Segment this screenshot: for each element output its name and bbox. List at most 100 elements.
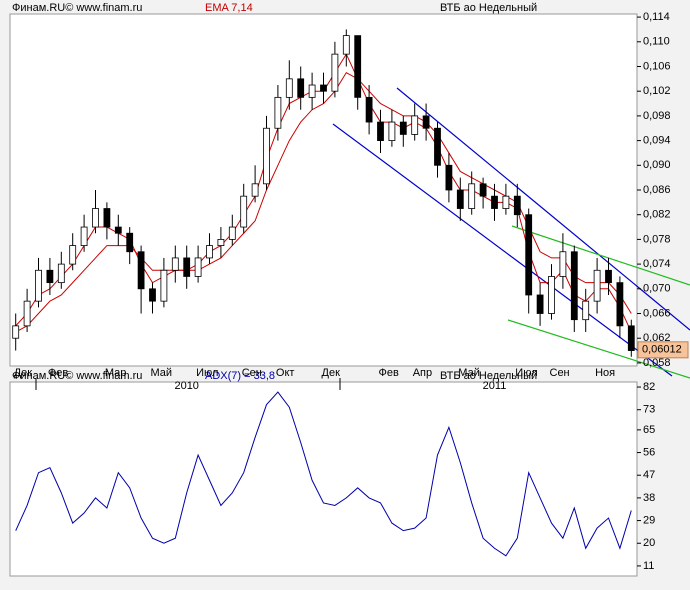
x-tick-label: Окт: [276, 367, 295, 379]
y-tick-label: 56: [643, 446, 655, 458]
candle-body: [331, 53, 339, 92]
candle-body: [194, 257, 202, 277]
x-tick-label: Июл: [515, 367, 537, 379]
candle-body: [103, 208, 111, 228]
y-tick-label: 73: [643, 404, 655, 416]
y-tick-label: 0,114: [643, 11, 670, 23]
y-tick-label: 0,086: [643, 184, 671, 196]
candle-body: [57, 263, 65, 284]
indicator: EMA 7,14: [205, 2, 253, 14]
y-tick-label: 0,062: [643, 332, 671, 344]
candle-body: [422, 115, 430, 129]
candle-body: [536, 294, 544, 314]
candle-body: [388, 121, 396, 141]
source: Финам.RU© www.finam.ru: [12, 370, 142, 382]
candle-body: [171, 257, 179, 271]
candle-body: [114, 226, 122, 234]
candle-body: [23, 300, 31, 327]
y-tick-label: 47: [643, 469, 655, 481]
candle-body: [137, 251, 145, 290]
candle-body: [46, 269, 54, 284]
x-tick-label: Фев: [48, 367, 68, 379]
candle-body: [365, 96, 373, 123]
x-tick-label: Апр: [413, 367, 432, 379]
x-tick-label: Фев: [379, 367, 399, 379]
candle-body: [411, 115, 419, 135]
candle-body: [35, 269, 42, 302]
candle-body: [491, 195, 498, 209]
channel-line: [332, 123, 673, 377]
x-tick-label: Май: [151, 367, 173, 379]
x-tick-label: Сен: [242, 367, 262, 379]
y-tick-label: 82: [643, 381, 655, 393]
last-price-label: 0,06012: [642, 344, 682, 356]
candle-body: [274, 96, 282, 129]
y-tick-label: 0,066: [643, 307, 671, 319]
candle-body: [206, 245, 213, 259]
candle-body: [183, 257, 191, 277]
x-tick-label: Дек: [14, 367, 33, 379]
candle-body: [92, 208, 99, 228]
candle-body: [12, 325, 20, 339]
candle-body: [342, 35, 350, 55]
candle-body: [240, 195, 248, 228]
x-group-label: 2010: [174, 380, 198, 392]
candle-body: [582, 300, 590, 321]
y-tick-label: 0,058: [643, 357, 671, 369]
y-tick-label: 11: [643, 560, 654, 572]
y-tick-label: 0,110: [643, 36, 670, 48]
candle-body: [513, 195, 521, 216]
y-tick-label: 0,094: [643, 135, 671, 147]
channel-line: [507, 319, 690, 379]
y-tick-label: 20: [643, 537, 655, 549]
y-tick-label: 38: [643, 492, 655, 504]
candle-body: [354, 35, 362, 98]
candle-body: [69, 245, 77, 265]
candle-body: [377, 121, 384, 141]
y-tick-label: 0,090: [643, 159, 671, 171]
candle-body: [160, 269, 168, 302]
candle-body: [217, 239, 225, 246]
adx-panel: [9, 381, 638, 577]
y-tick-label: 65: [643, 424, 655, 436]
candle-body: [525, 214, 533, 296]
candle-body: [479, 183, 487, 197]
candle-body: [548, 276, 555, 314]
y-tick-label: 0,106: [643, 60, 671, 72]
candle-body: [228, 226, 236, 240]
candle-body: [605, 269, 612, 284]
candle-body: [263, 127, 270, 185]
candle-body: [320, 84, 327, 92]
y-tick-label: 0,102: [643, 85, 671, 97]
y-tick-label: 0,082: [643, 209, 671, 221]
candle-body: [593, 269, 601, 302]
y-tick-label: 0,078: [643, 233, 671, 245]
x-group-label: 2011: [483, 380, 507, 392]
candle-body: [445, 164, 453, 191]
x-tick-label: Ноя: [595, 367, 615, 379]
candle-body: [559, 251, 567, 277]
last-price-box: [637, 341, 689, 359]
candle-body: [80, 226, 88, 246]
candle-body: [251, 183, 259, 197]
candle-body: [126, 232, 134, 253]
candle-body: [627, 325, 635, 351]
candle-body: [434, 127, 441, 166]
channel-line: [396, 87, 690, 331]
candle-body: [502, 195, 510, 209]
candle-body: [297, 78, 305, 98]
indicator: ADX(7) = 33,8: [205, 370, 275, 382]
x-tick-label: Дек: [322, 367, 341, 379]
y-tick-label: 0,074: [643, 258, 671, 270]
candle-body: [468, 183, 476, 209]
candle-body: [616, 282, 624, 327]
x-tick-label: Июл: [196, 367, 218, 379]
x-tick-label: Сен: [550, 367, 570, 379]
y-tick-label: 29: [643, 514, 655, 526]
candle-body: [570, 251, 578, 321]
y-tick-label: 0,070: [643, 283, 671, 295]
x-tick-label: Май: [458, 367, 480, 379]
chart-title: ВТБ ао Недельный: [440, 370, 537, 382]
trend-channels: [332, 87, 690, 379]
